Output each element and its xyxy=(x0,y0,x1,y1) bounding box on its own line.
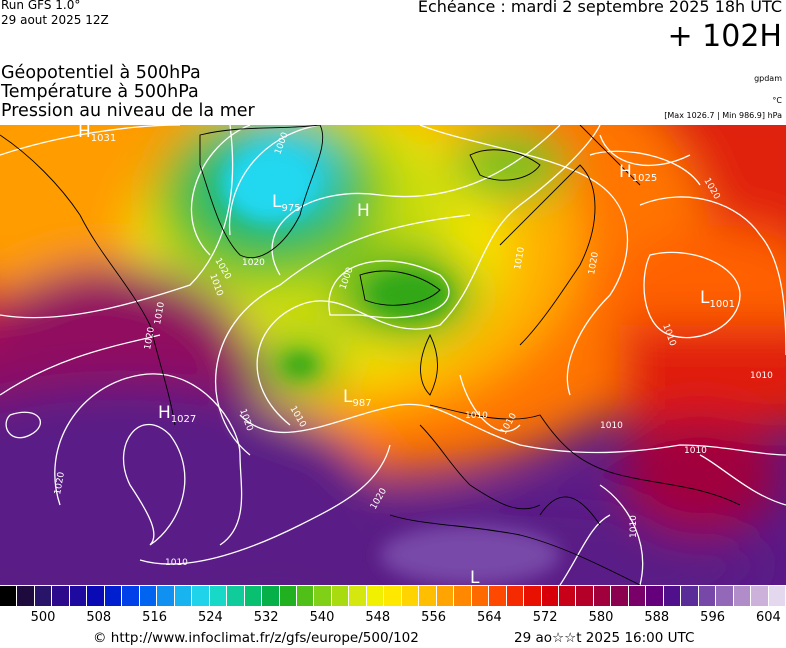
pressure-centers: H1031 L975 H H1025 L1001 L987 H1027 L xyxy=(78,125,735,585)
product-mslp: Pression au niveau de la mer xyxy=(1,101,255,121)
scale-swatch xyxy=(646,586,664,606)
scale-tick-label: 532 xyxy=(253,610,279,625)
scale-swatch xyxy=(419,586,437,606)
isobar-label: 1010 xyxy=(684,446,707,456)
scale-swatch xyxy=(524,586,542,606)
scale-tick-label: 516 xyxy=(142,610,167,625)
scale-tick-label: 580 xyxy=(588,610,614,625)
scale-swatch xyxy=(296,586,315,606)
scale-swatch xyxy=(384,586,402,606)
scale-swatch xyxy=(401,586,420,606)
forecast-valid-time: Echéance : mardi 2 septembre 2025 18h UT… xyxy=(417,0,782,16)
scale-swatch xyxy=(716,586,734,606)
scale-tick-label: 564 xyxy=(476,610,502,625)
scale-swatch xyxy=(349,586,367,606)
forecast-map: H1031 L975 H H1025 L1001 L987 H1027 L 10… xyxy=(0,125,786,585)
unit-geopotential: gpdam xyxy=(754,74,782,83)
isobar-label: 1020 xyxy=(143,326,157,351)
geopotential-detail xyxy=(225,150,560,585)
scale-swatch xyxy=(489,586,507,606)
isobar-label: 1010 xyxy=(153,301,167,326)
scale-swatch xyxy=(174,586,193,606)
scale-swatch xyxy=(227,586,245,606)
run-model-label: Run GFS 1.0° xyxy=(1,0,81,12)
scale-tick-label: 596 xyxy=(700,610,725,625)
product-temperature: Température à 500hPa xyxy=(1,82,199,102)
low-center: L975 xyxy=(272,192,301,214)
scale-swatch xyxy=(681,586,699,606)
scale-swatch xyxy=(663,586,682,606)
scale-swatch xyxy=(314,586,332,606)
scale-tick-label: 604 xyxy=(755,610,781,625)
isobar-label: 1020 xyxy=(242,258,265,268)
coastlines xyxy=(0,125,741,585)
isobar-labels: 1000 1020 1010 1020 1000 1010 1020 1010 … xyxy=(53,131,773,568)
scale-swatch xyxy=(733,586,752,606)
scale-swatch xyxy=(628,586,647,606)
run-info: Run GFS 1.0° 29 aout 2025 12Z xyxy=(1,0,109,28)
scale-swatch xyxy=(104,586,123,606)
scale-tick-label: 556 xyxy=(421,610,446,625)
high-center: H1025 xyxy=(619,162,657,184)
scale-swatch xyxy=(69,586,88,606)
scale-swatch xyxy=(751,586,769,606)
scale-tick-label: 500 xyxy=(30,610,56,625)
scale-swatch xyxy=(541,586,559,606)
scale-swatch xyxy=(34,586,53,606)
scale-swatch xyxy=(122,586,140,606)
low-center: L1001 xyxy=(700,288,735,310)
low-center: L xyxy=(470,568,480,585)
scale-swatch xyxy=(611,586,629,606)
isobar-label: 1020 xyxy=(587,251,601,276)
isobars xyxy=(0,125,786,585)
scale-tick-label: 508 xyxy=(86,610,112,625)
forecast-lead-time: + 102H xyxy=(667,19,783,54)
scale-swatch xyxy=(279,586,297,606)
scale-tick-label: 524 xyxy=(197,610,223,625)
scale-swatch xyxy=(17,586,35,606)
scale-swatch xyxy=(244,586,263,606)
source-url: © http://www.infoclimat.fr/z/gfs/europe/… xyxy=(93,630,419,646)
isobar-label: 1010 xyxy=(165,558,188,568)
scale-swatch xyxy=(209,586,228,606)
scale-swatch xyxy=(506,586,525,606)
scale-swatch xyxy=(454,586,472,606)
scale-swatch xyxy=(0,586,18,606)
isobar-label: 1010 xyxy=(629,515,639,538)
isobar-label: 1010 xyxy=(750,371,773,381)
scale-swatch xyxy=(192,586,210,606)
scale-swatch xyxy=(262,586,280,606)
unit-temperature: °C xyxy=(772,96,782,105)
scale-swatch xyxy=(559,586,577,606)
scale-swatch xyxy=(139,586,158,606)
scale-swatch xyxy=(768,586,786,606)
scale-tick-label: 548 xyxy=(365,610,391,625)
scale-swatch xyxy=(471,586,490,606)
scale-swatch xyxy=(366,586,385,606)
isobar-label: 1010 xyxy=(465,411,488,421)
low-center: L987 xyxy=(343,387,372,409)
unit-mslp-range: [Max 1026.7 | Min 986.9] hPa xyxy=(664,111,782,120)
scale-swatch xyxy=(87,586,105,606)
scale-swatch xyxy=(436,586,455,606)
isobar-label: 1010 xyxy=(513,246,527,271)
scale-swatch xyxy=(576,586,594,606)
scale-tick-label: 572 xyxy=(532,610,558,625)
scale-tick-label: 588 xyxy=(644,610,670,625)
run-date-label: 29 aout 2025 12Z xyxy=(1,13,109,27)
scale-swatch xyxy=(698,586,717,606)
scale-swatch xyxy=(52,586,70,606)
high-center: H1027 xyxy=(158,403,196,425)
isobar-label: 1020 xyxy=(53,471,67,496)
scale-tick-label: 540 xyxy=(309,610,335,625)
scale-swatch xyxy=(593,586,612,606)
geopotential-color-scale xyxy=(0,586,786,606)
isobar-label: 1010 xyxy=(600,421,623,431)
generated-timestamp: 29 ao☆☆t 2025 16:00 UTC xyxy=(514,630,695,646)
scale-swatch xyxy=(331,586,350,606)
high-center: H xyxy=(357,201,370,221)
product-geopotential: Géopotentiel à 500hPa xyxy=(1,63,201,83)
high-center: H1031 xyxy=(78,125,116,144)
scale-swatch xyxy=(157,586,175,606)
